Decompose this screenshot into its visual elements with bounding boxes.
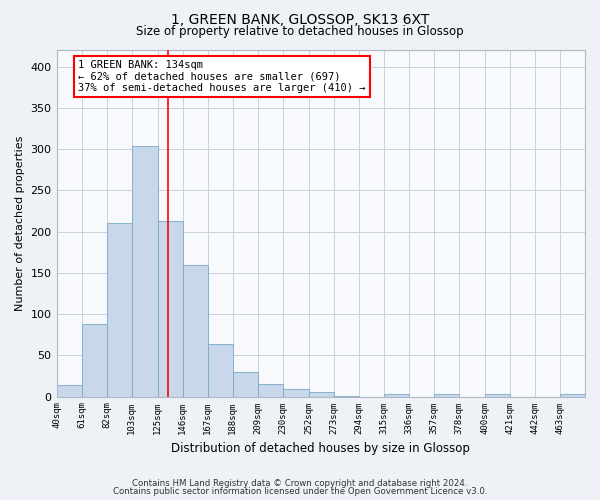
Bar [131, 146, 158, 396]
Bar [257, 384, 283, 396]
Bar [283, 389, 309, 396]
Bar [309, 392, 334, 396]
Text: 1 GREEN BANK: 134sqm
← 62% of detached houses are smaller (697)
37% of semi-deta: 1 GREEN BANK: 134sqm ← 62% of detached h… [78, 60, 365, 93]
Bar [158, 221, 183, 396]
Bar [183, 264, 208, 396]
Text: Size of property relative to detached houses in Glossop: Size of property relative to detached ho… [136, 25, 464, 38]
Bar [434, 394, 459, 396]
Bar [485, 394, 510, 396]
Text: Contains HM Land Registry data © Crown copyright and database right 2024.: Contains HM Land Registry data © Crown c… [132, 478, 468, 488]
Bar [208, 344, 233, 396]
Bar [560, 394, 585, 396]
X-axis label: Distribution of detached houses by size in Glossop: Distribution of detached houses by size … [172, 442, 470, 455]
Y-axis label: Number of detached properties: Number of detached properties [15, 136, 25, 311]
Bar [384, 394, 409, 396]
Text: 1, GREEN BANK, GLOSSOP, SK13 6XT: 1, GREEN BANK, GLOSSOP, SK13 6XT [171, 12, 429, 26]
Bar [82, 324, 107, 396]
Bar [233, 372, 257, 396]
Text: Contains public sector information licensed under the Open Government Licence v3: Contains public sector information licen… [113, 487, 487, 496]
Bar [107, 224, 131, 396]
Bar [56, 385, 82, 396]
